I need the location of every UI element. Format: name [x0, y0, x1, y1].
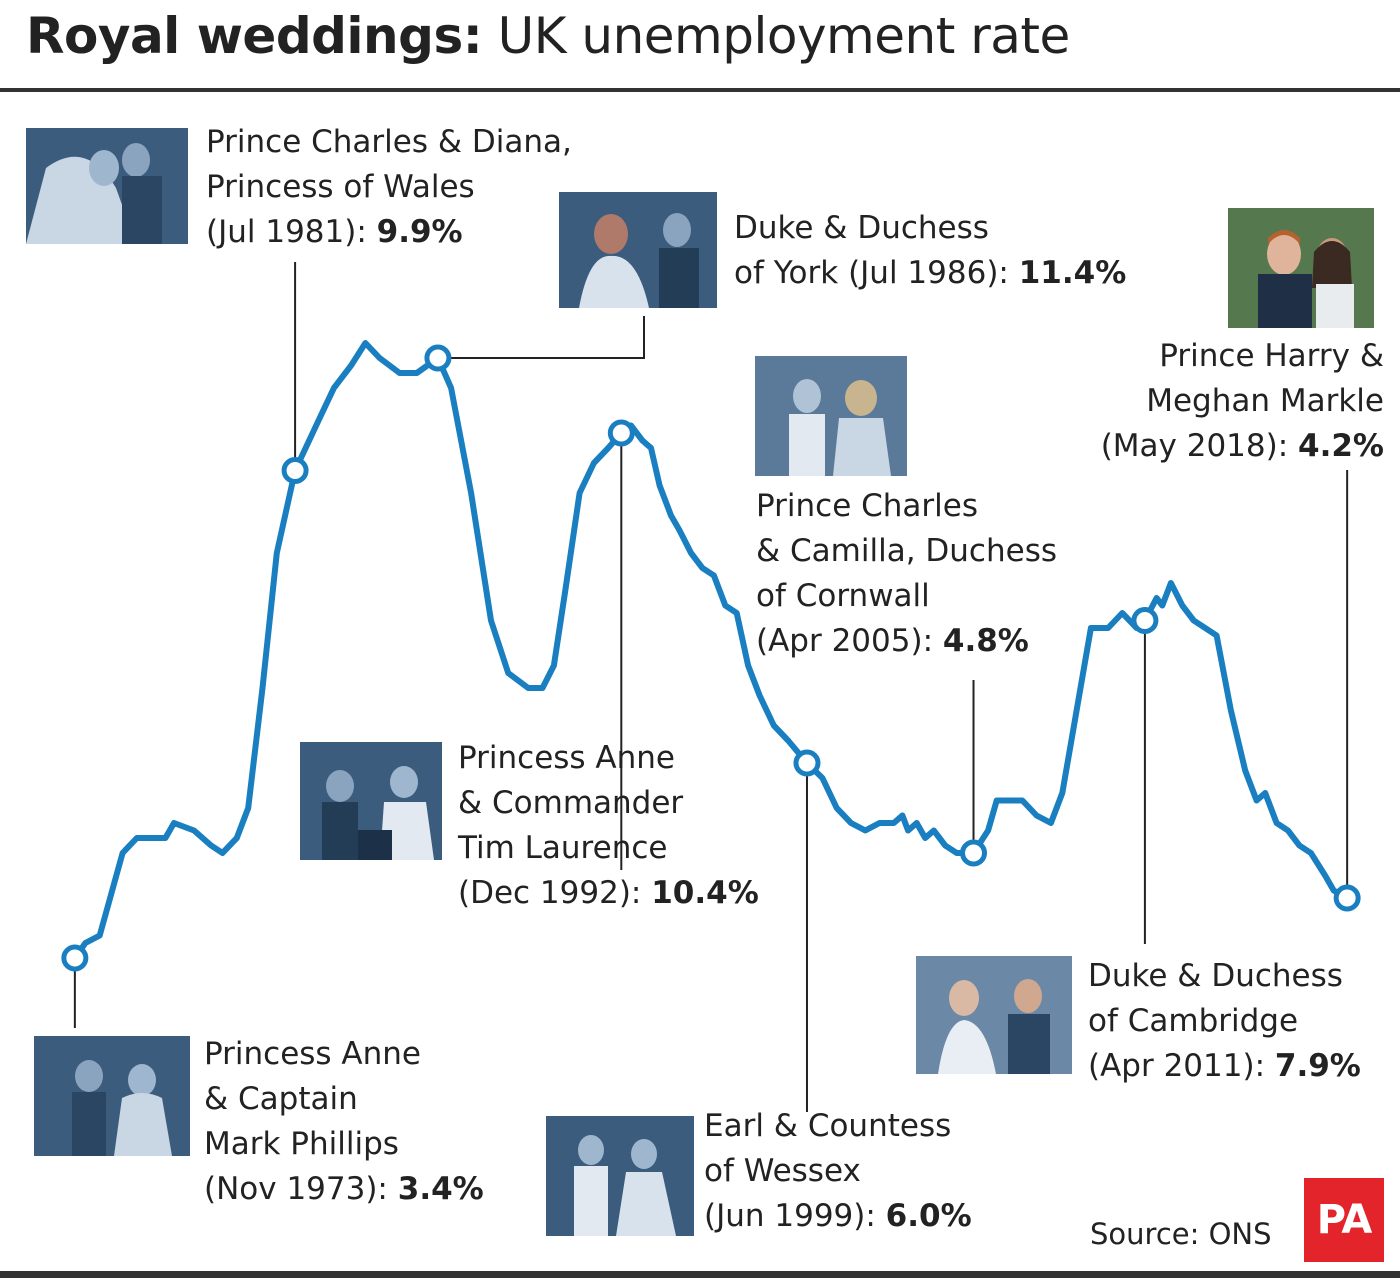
- annotation-1981: Prince Charles & Diana, Princess of Wale…: [206, 120, 572, 255]
- title-rest: UK unemployment rate: [482, 7, 1071, 65]
- annotation-value: 11.4%: [1018, 255, 1127, 291]
- photo-charles-camilla: [755, 356, 907, 476]
- wedding-markers: [61, 344, 1361, 972]
- source-note: Source: ONS: [1090, 1217, 1272, 1251]
- annotation-2011: Duke & Duchess of Cambridge (Apr 2011): …: [1088, 954, 1361, 1089]
- annotation-line: of Cornwall: [756, 578, 930, 614]
- annotation-2005: Prince Charles & Camilla, Duchess of Cor…: [756, 484, 1057, 664]
- photo-charles-diana: [26, 128, 188, 244]
- annotation-date: of York (Jul 1986):: [734, 255, 1019, 291]
- annotation-line: Prince Harry &: [1159, 338, 1384, 374]
- annotation-date: (Jul 1981):: [206, 214, 377, 250]
- wedding-marker: [281, 457, 309, 484]
- annotation-line: Mark Phillips: [204, 1126, 399, 1162]
- annotation-1999: Earl & Countess of Wessex (Jun 1999): 6.…: [704, 1104, 972, 1239]
- wedding-marker: [61, 944, 89, 972]
- annotation-line: Princess Anne: [458, 740, 675, 776]
- leader-line: [437, 316, 645, 359]
- annotation-line: & Camilla, Duchess: [756, 533, 1057, 569]
- photo-anne-laurence: [300, 742, 442, 860]
- annotation-line: Princess Anne: [204, 1036, 421, 1072]
- pa-logo: PA: [1304, 1178, 1384, 1262]
- annotation-line: Duke & Duchess: [1088, 958, 1343, 994]
- wedding-marker: [960, 839, 988, 867]
- photo-wessex: [546, 1116, 694, 1236]
- annotation-line: Princess of Wales: [206, 169, 475, 205]
- page-title: Royal weddings: UK unemployment rate: [26, 6, 1070, 66]
- wedding-marker: [1333, 884, 1361, 912]
- series-line-unemployment: [71, 340, 1351, 961]
- annotation-line: Prince Charles: [756, 488, 978, 524]
- wedding-marker: [607, 419, 635, 447]
- annotation-value: 9.9%: [376, 214, 463, 250]
- annotation-line: Earl & Countess: [704, 1108, 952, 1144]
- photo-anne-phillips: [34, 1036, 190, 1156]
- annotation-1986: Duke & Duchess of York (Jul 1986): 11.4%: [734, 206, 1126, 296]
- wedding-marker: [793, 749, 821, 777]
- annotation-line: Meghan Markle: [1146, 383, 1384, 419]
- annotation-1992: Princess Anne & Commander Tim Laurence (…: [458, 736, 759, 916]
- annotation-line: Prince Charles & Diana,: [206, 124, 572, 160]
- annotation-value: 10.4%: [651, 875, 759, 911]
- title-bold: Royal weddings:: [26, 7, 483, 65]
- annotation-date: (Dec 1992):: [458, 875, 652, 911]
- wedding-marker: [424, 344, 452, 372]
- annotation-line: of Cambridge: [1088, 1003, 1299, 1039]
- bottom-divider: [0, 1271, 1400, 1278]
- annotation-date: (Apr 2011):: [1088, 1048, 1275, 1084]
- annotation-value: 7.9%: [1274, 1048, 1361, 1084]
- title-divider: [0, 88, 1400, 92]
- annotation-date: (May 2018):: [1100, 428, 1299, 464]
- annotation-value: 4.2%: [1298, 428, 1384, 464]
- annotation-value: 6.0%: [885, 1198, 972, 1234]
- photo-york: [559, 192, 717, 308]
- annotation-date: (Apr 2005):: [756, 623, 943, 659]
- annotation-line: Duke & Duchess: [734, 210, 989, 246]
- annotation-line: of Wessex: [704, 1153, 861, 1189]
- annotation-2018: Prince Harry & Meghan Markle (May 2018):…: [1096, 334, 1384, 469]
- photo-harry-meghan: [1228, 208, 1374, 328]
- annotation-date: (Nov 1973):: [204, 1171, 398, 1207]
- annotation-line: & Captain: [204, 1081, 358, 1117]
- photo-cambridge: [916, 956, 1072, 1074]
- annotation-date: (Jun 1999):: [704, 1198, 886, 1234]
- annotation-1973: Princess Anne & Captain Mark Phillips (N…: [204, 1032, 484, 1212]
- wedding-marker: [1131, 607, 1159, 634]
- annotation-value: 3.4%: [397, 1171, 484, 1207]
- annotation-value: 4.8%: [942, 623, 1029, 659]
- annotation-line: Tim Laurence: [458, 830, 668, 866]
- annotation-line: & Commander: [458, 785, 684, 821]
- annotation-leaders: [73, 262, 1349, 1112]
